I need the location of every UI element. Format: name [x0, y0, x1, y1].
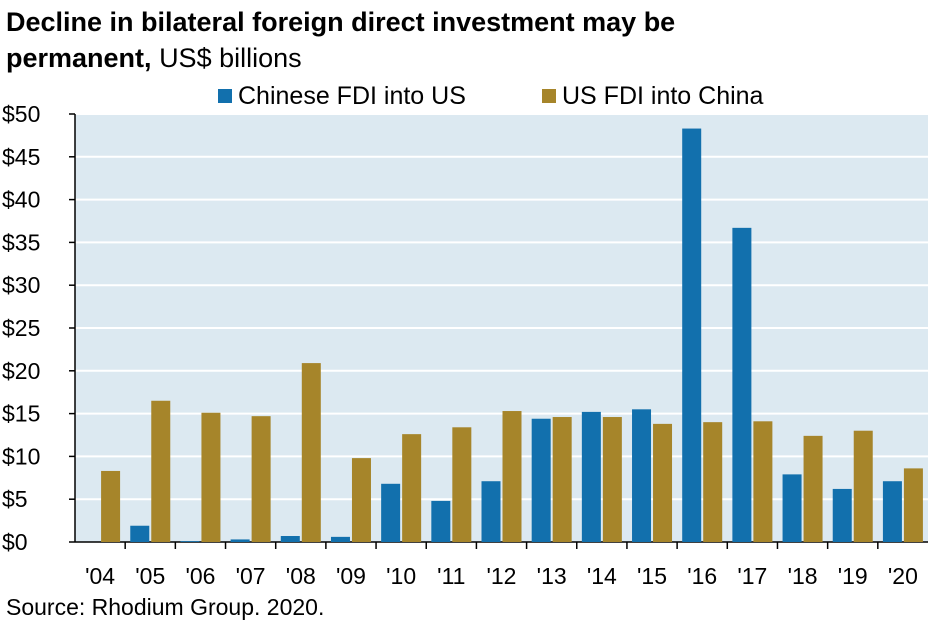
bar-chinese-fdi — [431, 500, 451, 542]
bar-us-fdi — [301, 363, 321, 542]
bar-chinese-fdi — [330, 536, 350, 542]
legend-us-fdi-label: US FDI into China — [562, 82, 764, 110]
y-tick-label: $45 — [2, 144, 40, 170]
legend-chinese-fdi-label: Chinese FDI into US — [238, 82, 466, 110]
x-tick-label: '16 — [687, 563, 717, 589]
bar-us-fdi — [653, 423, 673, 542]
x-tick-label: '06 — [185, 563, 215, 589]
x-tick-label: '08 — [286, 563, 316, 589]
bar-us-fdi — [101, 470, 121, 542]
bar-chinese-fdi — [832, 488, 852, 542]
y-tick-label: $20 — [2, 358, 40, 384]
bar-chinese-fdi — [531, 418, 551, 542]
y-tick-label: $5 — [2, 486, 28, 512]
x-tick-label: '18 — [788, 563, 818, 589]
bar-chinese-fdi — [130, 525, 150, 542]
bar-chinese-fdi — [230, 539, 250, 542]
chart-title: Decline in bilateral foreign direct inve… — [6, 4, 926, 76]
x-tick-label: '20 — [888, 563, 918, 589]
bar-chinese-fdi — [882, 481, 902, 542]
y-tick-label: $35 — [2, 229, 40, 255]
legend-chinese-fdi-swatch — [218, 89, 232, 103]
bar-chinese-fdi — [481, 481, 501, 542]
bar-us-fdi — [903, 468, 923, 542]
bar-us-fdi — [803, 435, 823, 542]
x-tick-label: '04 — [85, 563, 115, 589]
bar-us-fdi — [402, 434, 422, 542]
bar-us-fdi — [452, 427, 472, 542]
x-tick-label: '13 — [537, 563, 567, 589]
bar-chinese-fdi — [581, 411, 601, 542]
y-tick-label: $25 — [2, 315, 40, 341]
bar-us-fdi — [151, 400, 171, 542]
x-tick-label: '15 — [637, 563, 667, 589]
bar-us-fdi — [602, 417, 622, 542]
chart-title-line2: permanent, — [6, 43, 152, 73]
chart-subtitle: US$ billions — [159, 43, 302, 73]
bar-chinese-fdi — [381, 483, 401, 542]
x-tick-label: '05 — [135, 563, 165, 589]
bar-us-fdi — [853, 430, 873, 542]
x-tick-label: '10 — [386, 563, 416, 589]
y-tick-label: $15 — [2, 401, 40, 427]
y-tick-label: $40 — [2, 187, 40, 213]
chart-title-line1: Decline in bilateral foreign direct inve… — [6, 7, 676, 37]
bar-chinese-fdi — [280, 536, 300, 542]
x-tick-label: '07 — [236, 563, 266, 589]
y-tick-label: $30 — [2, 272, 40, 298]
x-tick-label: '09 — [336, 563, 366, 589]
bar-chinese-fdi — [632, 409, 652, 542]
bar-us-fdi — [502, 411, 522, 542]
bar-chinese-fdi — [732, 227, 752, 542]
x-tick-label: '17 — [737, 563, 767, 589]
x-tick-label: '11 — [437, 563, 465, 589]
bar-chinese-fdi — [682, 128, 702, 542]
bar-us-fdi — [753, 421, 773, 542]
bar-us-fdi — [201, 412, 221, 542]
bar-chinese-fdi — [782, 474, 802, 542]
bar-us-fdi — [703, 422, 723, 542]
x-tick-label: '12 — [487, 563, 517, 589]
source-note: Source: Rhodium Group. 2020. — [6, 594, 325, 620]
bar-us-fdi — [351, 458, 371, 542]
bar-chinese-fdi — [180, 541, 200, 542]
x-tick-label: '14 — [587, 563, 617, 589]
y-tick-label: $50 — [2, 101, 40, 127]
bar-us-fdi — [251, 416, 271, 542]
bar-chart: $0 $5 $10 $15 $20 $25 $30 $35 $40 $45 $50 '04 '05 '06… — [2, 82, 928, 589]
bar-us-fdi — [552, 417, 572, 542]
x-tick-label: '19 — [838, 563, 868, 589]
y-tick-label: $0 — [2, 529, 28, 555]
legend-us-fdi-swatch — [542, 89, 556, 103]
y-tick-label: $10 — [2, 443, 40, 469]
